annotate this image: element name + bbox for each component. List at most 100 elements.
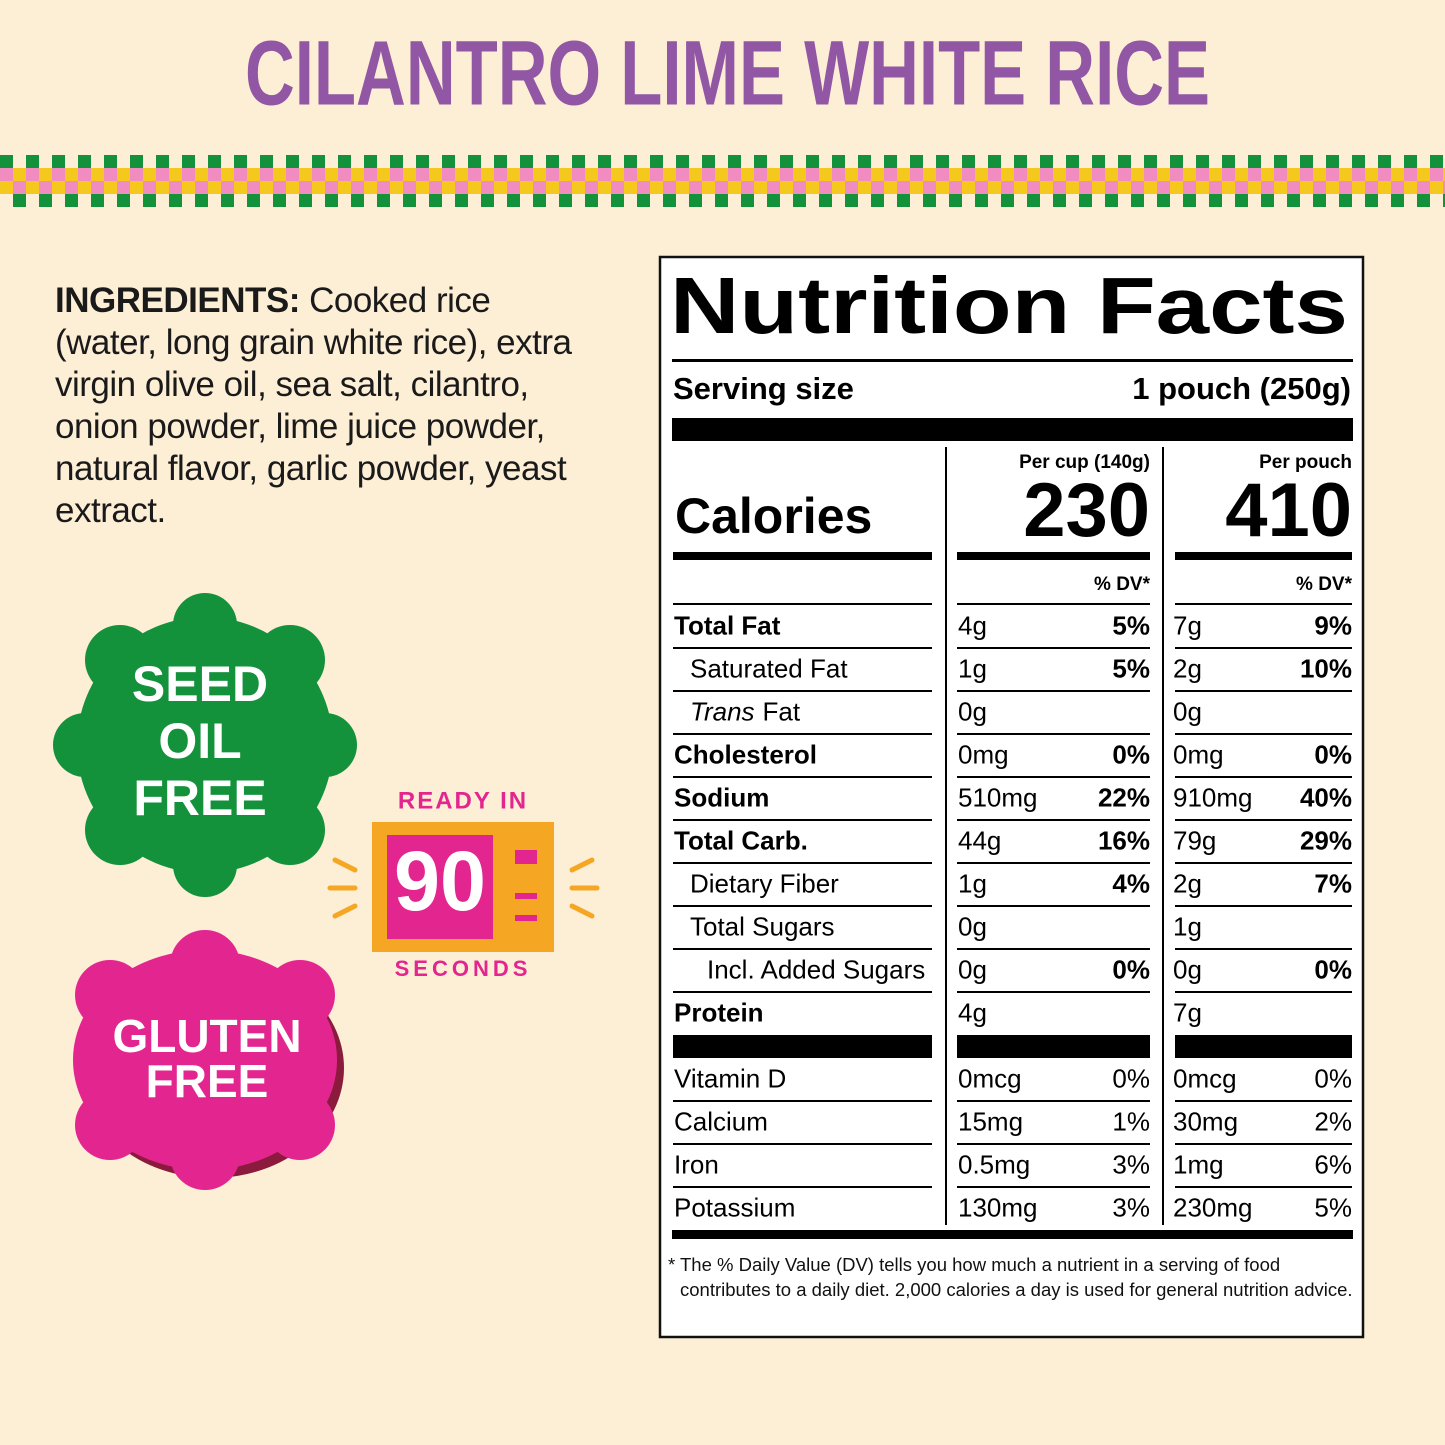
amount: 0mcg — [1173, 1063, 1237, 1093]
nutrient-rows: Total Fat 4g 5% 7g 9% Saturated Fat 1g 5% 2g 10% T… — [672, 552, 1353, 1239]
amount: 910mg — [1173, 782, 1253, 812]
daily-value: 29% — [1300, 825, 1352, 855]
serving-label: Serving size — [673, 371, 854, 406]
nutrient-name: Vitamin D — [674, 1063, 786, 1093]
footnote: * The % Daily Value (DV) tells you how mu… — [668, 1252, 1358, 1302]
amount: 4g — [958, 997, 987, 1027]
rule — [1175, 819, 1352, 821]
rule — [673, 690, 932, 692]
column-divider — [1162, 447, 1164, 1225]
amount: 30mg — [1173, 1106, 1238, 1136]
ingredients-text: Cooked rice (water, long grain white ric… — [55, 281, 572, 530]
column-header: Per cup (140g) — [1019, 452, 1150, 473]
amount: 1g — [958, 868, 987, 898]
column-divider — [945, 447, 947, 1225]
amount: 4g — [958, 610, 987, 640]
amount: 130mg — [958, 1192, 1038, 1222]
rule — [957, 603, 1150, 605]
rule — [673, 733, 932, 735]
calories-value: 410 — [1225, 468, 1352, 553]
amount: 2g — [1173, 868, 1202, 898]
daily-value: 5% — [1314, 1192, 1352, 1222]
rule — [1175, 1186, 1352, 1188]
rule — [673, 1143, 932, 1145]
rule — [957, 552, 1150, 560]
nutrient-name: Calcium — [674, 1106, 768, 1136]
serving-value: 1 pouch (250g) — [1132, 371, 1351, 406]
amount: 510mg — [958, 782, 1038, 812]
daily-value: 0% — [1314, 954, 1352, 984]
badge-text: READY IN — [398, 787, 528, 814]
column-header: Per pouch — [1259, 452, 1352, 473]
badge-text: OIL — [158, 713, 241, 769]
rule — [1175, 647, 1352, 649]
rule — [1175, 603, 1352, 605]
gluten-free-badge: GLUTEN FREE — [73, 930, 344, 1190]
rule — [673, 991, 932, 993]
rule — [957, 776, 1150, 778]
daily-value: 0% — [1112, 954, 1150, 984]
rule — [673, 819, 932, 821]
rule — [672, 418, 1353, 441]
nutrient-name: Trans Fat — [690, 696, 801, 726]
daily-value: 16% — [1098, 825, 1150, 855]
amount: 0mcg — [958, 1063, 1022, 1093]
rule — [957, 733, 1150, 735]
daily-value: 7% — [1314, 868, 1352, 898]
daily-value: 0% — [1112, 739, 1150, 769]
daily-value: 6% — [1314, 1149, 1352, 1179]
amount: 0g — [1173, 954, 1202, 984]
daily-value: 40% — [1300, 782, 1352, 812]
daily-value: 5% — [1112, 610, 1150, 640]
rule — [672, 359, 1353, 362]
calories-value: 230 — [1023, 468, 1150, 553]
rule — [673, 905, 932, 907]
rule — [673, 603, 932, 605]
daily-value: 9% — [1314, 610, 1352, 640]
rule — [957, 647, 1150, 649]
daily-value: 3% — [1112, 1192, 1150, 1222]
footnote-text: The % Daily Value (DV) tells you how muc… — [680, 1254, 1353, 1300]
rule — [957, 1100, 1150, 1102]
amount: 1g — [958, 653, 987, 683]
rule — [673, 862, 932, 864]
badge-text: SECONDS — [395, 956, 532, 981]
rule — [957, 905, 1150, 907]
rule — [957, 1035, 1150, 1058]
rule — [673, 647, 932, 649]
rule — [957, 1186, 1150, 1188]
nutrient-name: Potassium — [674, 1192, 795, 1222]
daily-value: 22% — [1098, 782, 1150, 812]
amount: 0g — [958, 911, 987, 941]
nutrient-name-italic: Trans — [690, 696, 755, 726]
daily-value: 5% — [1112, 653, 1150, 683]
ingredients-label: INGREDIENTS: — [55, 281, 300, 320]
rule — [957, 991, 1150, 993]
nutrient-name: Total Sugars — [690, 911, 835, 941]
rule — [957, 948, 1150, 950]
badge-text: GLUTEN — [112, 1010, 301, 1062]
rule — [957, 1143, 1150, 1145]
rule — [1175, 905, 1352, 907]
rule — [957, 690, 1150, 692]
rule — [1175, 862, 1352, 864]
rule — [673, 948, 932, 950]
rule — [1175, 991, 1352, 993]
amount: 0mg — [958, 739, 1009, 769]
daily-value: 2% — [1314, 1106, 1352, 1136]
daily-value: 0% — [1314, 739, 1352, 769]
nutrient-name: Saturated Fat — [690, 653, 848, 683]
rule — [673, 552, 932, 560]
rule — [957, 819, 1150, 821]
badge-text: FREE — [133, 770, 266, 826]
badge-text: FREE — [146, 1055, 269, 1107]
daily-value: 0% — [1112, 1063, 1150, 1093]
nutrient-name: Total Carb. — [674, 825, 808, 855]
rule — [673, 776, 932, 778]
rule — [673, 1100, 932, 1102]
rule — [1175, 1100, 1352, 1102]
daily-value: 10% — [1300, 653, 1352, 683]
title: CILANTRO LIME WHITE RICE — [245, 22, 1210, 124]
